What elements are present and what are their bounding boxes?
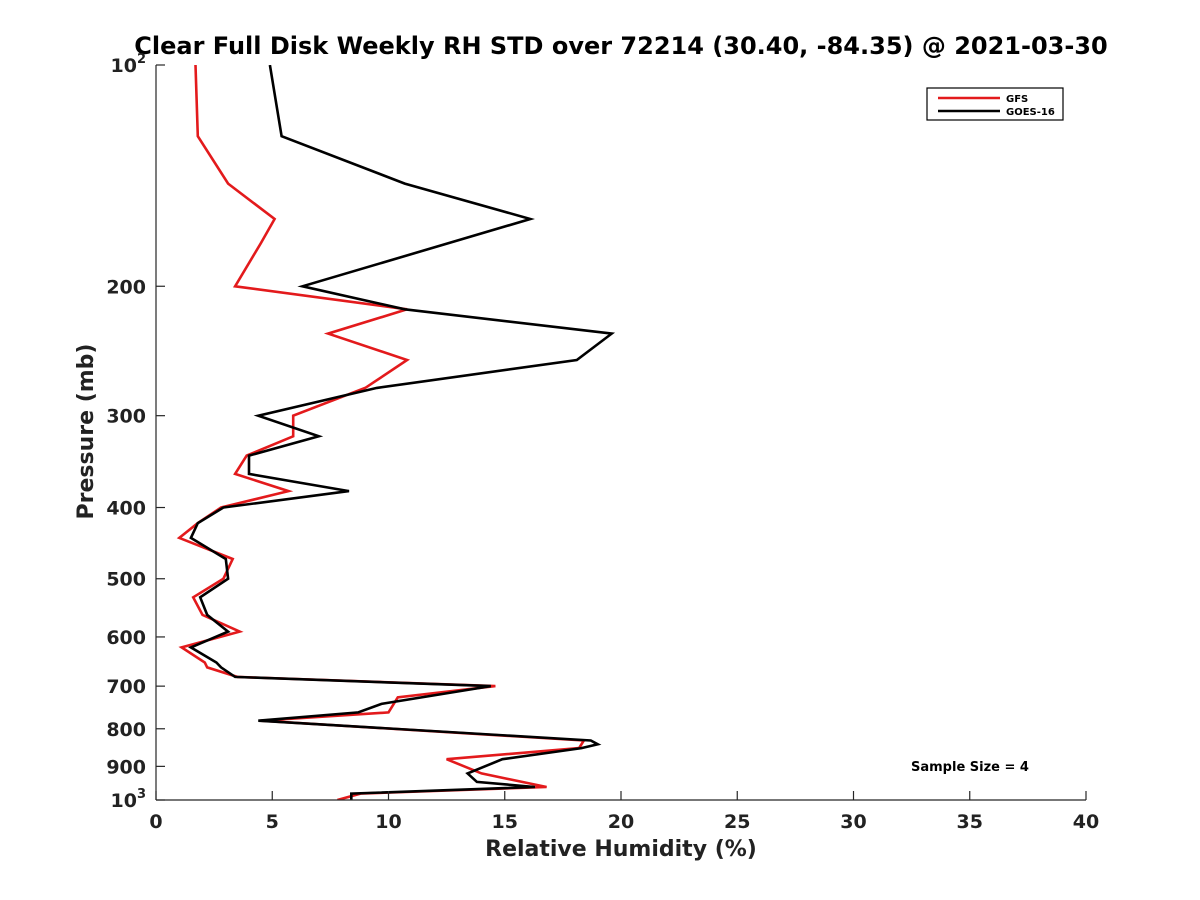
y-tick-label: 200: [106, 276, 146, 298]
y-tick-label-base: 300: [106, 406, 146, 428]
y-tick-label-base: 400: [106, 498, 146, 520]
y-tick-label: 700: [106, 676, 146, 698]
y-tick-label: 900: [106, 756, 146, 778]
y-tick-label-base: 10: [111, 55, 137, 77]
series-line-goes-16: [188, 65, 616, 800]
y-tick-label-exponent: 3: [137, 787, 146, 802]
x-tick-label: 5: [266, 811, 279, 833]
x-tick-label: 30: [840, 811, 866, 833]
x-tick-label: 20: [608, 811, 634, 833]
y-tick-label: 600: [106, 627, 146, 649]
plot-area: 0 5 10 15 20 25 30 35 40102200300400500600700800…: [74, 52, 1099, 862]
y-tick-label: 800: [106, 719, 146, 741]
y-tick-label: 400: [106, 498, 146, 520]
legend: GFS GOES-16: [926, 87, 1064, 121]
legend-label-gfs: GFS: [1006, 94, 1028, 105]
legend-box: [926, 87, 1064, 121]
y-tick-label-base: 700: [106, 676, 146, 698]
x-tick-label: 0: [149, 811, 162, 833]
legend-label-goes-16: GOES-16: [1006, 107, 1055, 118]
x-axis-label: Relative Humidity (%): [485, 837, 757, 862]
x-tick-label: 35: [957, 811, 983, 833]
y-tick-label-base: 600: [106, 627, 146, 649]
chart-title: Clear Full Disk Weekly RH STD over 72214…: [134, 32, 1107, 60]
y-tick-label-base: 500: [106, 569, 146, 591]
y-tick-label-base: 800: [106, 719, 146, 741]
sample-size-annotation: Sample Size = 4: [911, 760, 1029, 775]
y-tick-label-base: 10: [111, 790, 137, 812]
x-tick-label: 25: [724, 811, 750, 833]
y-tick-label-base: 900: [106, 756, 146, 778]
y-tick-label: 103: [111, 787, 147, 812]
x-tick-label: 15: [492, 811, 518, 833]
y-tick-label-base: 200: [106, 276, 146, 298]
y-axis-label: Pressure (mb): [74, 344, 99, 520]
x-tick-label: 40: [1073, 811, 1099, 833]
y-tick-label: 300: [106, 406, 146, 428]
y-tick-label-exponent: 2: [137, 52, 146, 67]
y-tick-label: 102: [111, 52, 147, 77]
x-tick-label: 10: [375, 811, 401, 833]
y-tick-label: 500: [106, 569, 146, 591]
